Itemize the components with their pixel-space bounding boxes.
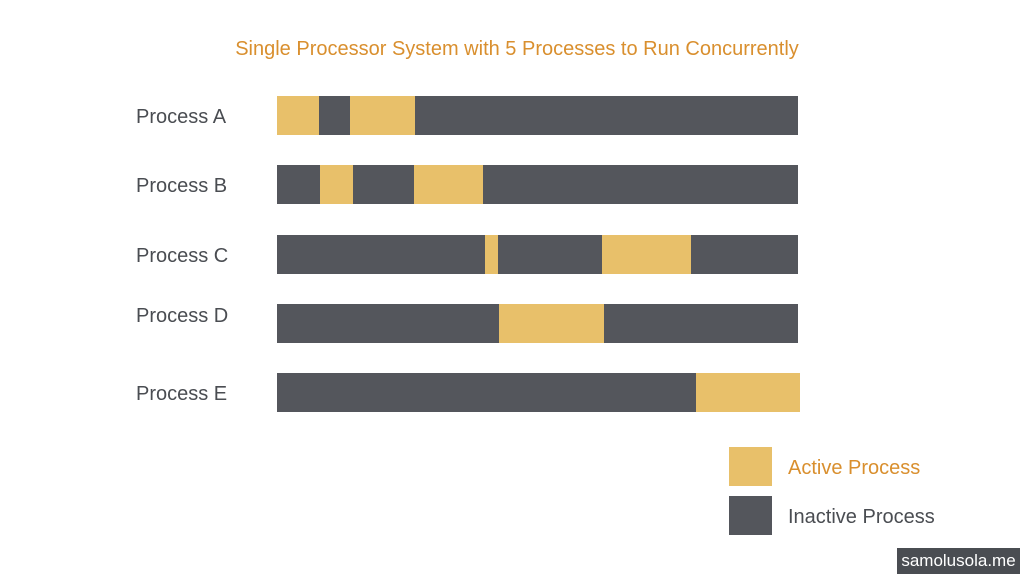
active-segment — [414, 165, 483, 204]
active-segment — [498, 304, 605, 343]
legend-swatch-inactive — [729, 496, 772, 535]
legend-label-inactive: Inactive Process — [788, 506, 935, 528]
active-segment — [349, 96, 416, 135]
process-label: Process E — [136, 383, 228, 405]
active-segment — [696, 373, 800, 412]
watermark: samolusola.me — [897, 548, 1020, 574]
process-label: Process B — [136, 175, 228, 197]
active-segment — [320, 165, 354, 204]
active-segment — [602, 235, 692, 274]
legend-label-active: Active Process — [788, 457, 921, 479]
active-segment — [277, 96, 320, 135]
process-bar — [277, 373, 800, 412]
process-bar — [277, 96, 798, 135]
process-label: Process C — [136, 245, 229, 267]
active-segment — [484, 235, 498, 274]
process-bar — [277, 165, 798, 204]
process-label: Process D — [136, 305, 229, 327]
process-label: Process A — [136, 106, 227, 128]
legend-swatch-active — [729, 447, 772, 486]
process-bar — [277, 235, 798, 274]
chart-title: Single Processor System with 5 Processes… — [235, 38, 799, 60]
process-bar — [277, 304, 798, 343]
